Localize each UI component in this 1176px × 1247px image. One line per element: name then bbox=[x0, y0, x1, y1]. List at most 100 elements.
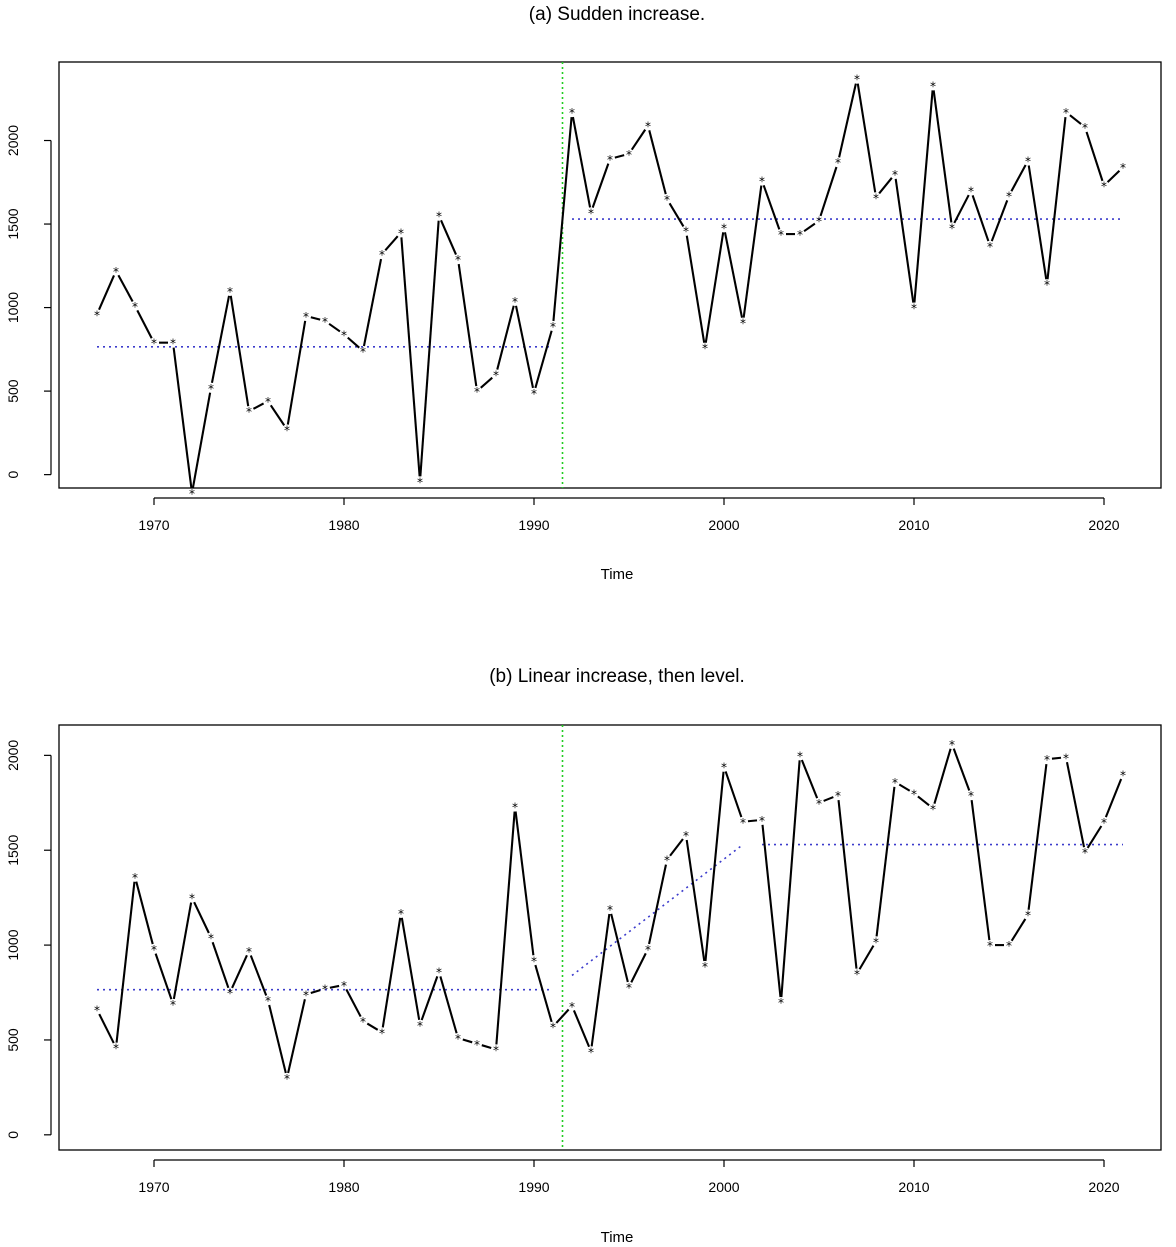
series-segment bbox=[347, 336, 360, 349]
data-point: * bbox=[645, 119, 651, 133]
y-tick-label: 2000 bbox=[5, 740, 21, 771]
x-tick-label: 2010 bbox=[898, 1179, 929, 1195]
series-segment bbox=[591, 163, 610, 208]
data-point: * bbox=[379, 1026, 385, 1040]
panel-a-fit-lines bbox=[97, 218, 1123, 348]
series-segment bbox=[971, 195, 990, 242]
data-point: * bbox=[227, 285, 233, 299]
data-point: * bbox=[702, 960, 708, 974]
data-point: * bbox=[417, 475, 423, 489]
data-point: * bbox=[721, 221, 727, 235]
series-segment bbox=[648, 864, 667, 945]
series-segment bbox=[913, 90, 934, 303]
series-segment bbox=[800, 759, 819, 799]
y-tick-label: 1000 bbox=[5, 929, 21, 960]
series-segment bbox=[704, 232, 725, 343]
series-segment bbox=[210, 295, 231, 384]
series-segment bbox=[669, 838, 684, 857]
panel-a-title: (a) Sudden increase. bbox=[529, 4, 705, 25]
series-segment bbox=[98, 274, 115, 311]
x-tick-label: 1980 bbox=[328, 517, 359, 533]
data-point: * bbox=[835, 789, 841, 803]
y-tick-label: 1500 bbox=[5, 834, 21, 865]
data-point: * bbox=[417, 1019, 423, 1033]
data-point: * bbox=[968, 789, 974, 803]
series-segment bbox=[1051, 756, 1062, 760]
series-segment bbox=[555, 1008, 570, 1024]
series-segment bbox=[856, 83, 877, 193]
data-point: * bbox=[588, 1045, 594, 1059]
panel-b-title: (b) Linear increase, then level. bbox=[489, 666, 745, 687]
data-point: * bbox=[170, 337, 176, 351]
data-point: * bbox=[1044, 753, 1050, 767]
data-point: * bbox=[1120, 161, 1126, 175]
series-segment bbox=[917, 795, 930, 807]
series-segment bbox=[1085, 131, 1104, 182]
series-segment bbox=[400, 917, 421, 1021]
panel-b-plot-frame bbox=[58, 724, 1162, 1151]
x-tick-label: 2010 bbox=[898, 517, 929, 533]
panel-a-y-axis: 0 500 1000 1500 2000 bbox=[5, 125, 52, 479]
series-segment bbox=[1106, 169, 1121, 183]
series-segment bbox=[115, 881, 136, 1043]
data-point: * bbox=[987, 240, 993, 254]
data-point: * bbox=[778, 228, 784, 242]
series-segment bbox=[837, 800, 858, 969]
series-segment bbox=[211, 941, 230, 989]
data-point: * bbox=[1063, 751, 1069, 765]
series-segment bbox=[439, 976, 458, 1034]
series-segment bbox=[135, 881, 154, 945]
series-segment bbox=[970, 800, 991, 941]
series-segment bbox=[400, 237, 421, 477]
series-segment bbox=[328, 322, 341, 333]
panel-a-series-line bbox=[98, 83, 1121, 489]
panel-a-series-points: * * * * * * * * * * * * * * * * * * * * * * * * * * * * * * * * * * * * * * * *… bbox=[94, 73, 1126, 501]
series-segment bbox=[268, 1004, 287, 1074]
data-point: * bbox=[189, 487, 195, 501]
series-segment bbox=[286, 320, 307, 425]
series-segment bbox=[191, 392, 212, 489]
data-point: * bbox=[1025, 155, 1031, 169]
data-point: * bbox=[607, 153, 613, 167]
x-tick-label: 1970 bbox=[138, 517, 169, 533]
data-point: * bbox=[151, 337, 157, 351]
series-segment bbox=[329, 984, 340, 989]
y-tick-label: 1000 bbox=[5, 292, 21, 323]
data-point: * bbox=[474, 385, 480, 399]
x-tick-label: 1990 bbox=[518, 1179, 549, 1195]
x-tick-label: 1990 bbox=[518, 517, 549, 533]
series-segment bbox=[310, 989, 321, 994]
data-point: * bbox=[151, 943, 157, 957]
series-segment bbox=[780, 760, 801, 998]
y-tick-label: 500 bbox=[5, 1028, 21, 1052]
data-point: * bbox=[816, 797, 822, 811]
data-point: * bbox=[968, 185, 974, 199]
data-point: * bbox=[835, 156, 841, 170]
series-segment bbox=[614, 154, 625, 159]
data-point: * bbox=[607, 903, 613, 917]
panel-a-plot-frame bbox=[58, 61, 1162, 489]
series-segment bbox=[420, 976, 439, 1021]
series-segment bbox=[803, 222, 816, 233]
data-point: * bbox=[474, 1038, 480, 1052]
data-point: * bbox=[588, 206, 594, 220]
data-point: * bbox=[664, 854, 670, 868]
series-segment bbox=[1046, 116, 1067, 280]
data-point: * bbox=[740, 816, 746, 830]
data-point: * bbox=[892, 168, 898, 182]
data-point: * bbox=[113, 265, 119, 279]
series-segment bbox=[117, 274, 134, 303]
series-segment bbox=[630, 952, 647, 983]
data-point: * bbox=[892, 776, 898, 790]
series-segment bbox=[952, 748, 971, 791]
series-segment bbox=[630, 129, 647, 151]
data-point: * bbox=[626, 148, 632, 162]
data-point: * bbox=[1082, 846, 1088, 860]
data-point: * bbox=[816, 215, 822, 229]
series-segment bbox=[1010, 164, 1027, 192]
y-tick-label: 0 bbox=[5, 471, 21, 479]
data-point: * bbox=[1101, 180, 1107, 194]
series-segment bbox=[98, 1013, 115, 1044]
